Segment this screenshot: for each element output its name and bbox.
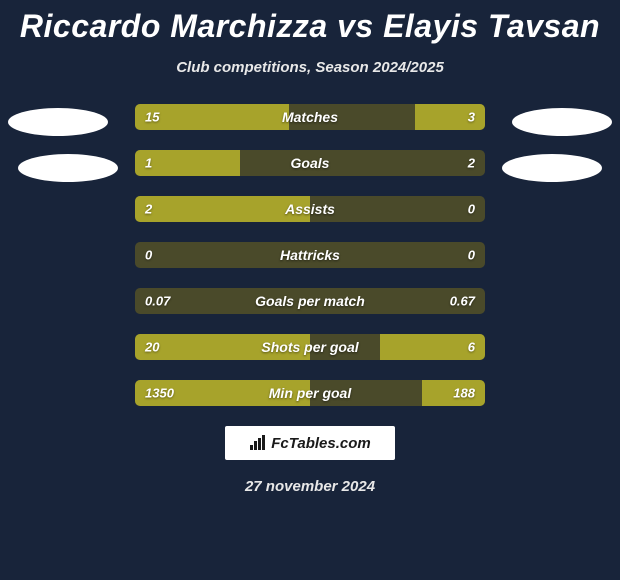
bar-left [135, 196, 310, 222]
stat-left-value: 0.07 [145, 294, 170, 309]
player-left-badge-1 [8, 108, 108, 136]
content-area: 15 Matches 3 1 Goals 2 2 Assists 0 0 Hat… [0, 104, 620, 495]
stat-label: Hattricks [280, 247, 340, 263]
stat-left-value: 1350 [145, 386, 174, 401]
stat-label: Goals per match [255, 293, 365, 309]
comparison-subtitle: Club competitions, Season 2024/2025 [0, 59, 620, 76]
chart-bars-icon [249, 435, 267, 451]
player-right-badge-2 [502, 154, 602, 182]
stat-label: Goals [291, 155, 330, 171]
player-right-badge-1 [512, 108, 612, 136]
stat-label: Min per goal [269, 385, 351, 401]
stat-left-value: 20 [145, 340, 159, 355]
stat-right-value: 0 [468, 202, 475, 217]
stat-label: Matches [282, 109, 338, 125]
stat-right-value: 2 [468, 156, 475, 171]
stat-row: 1 Goals 2 [135, 150, 485, 176]
stat-row: 0.07 Goals per match 0.67 [135, 288, 485, 314]
stat-left-value: 0 [145, 248, 152, 263]
stat-left-value: 1 [145, 156, 152, 171]
stat-left-value: 2 [145, 202, 152, 217]
player-left-badge-2 [18, 154, 118, 182]
stat-row: 2 Assists 0 [135, 196, 485, 222]
stat-right-value: 0 [468, 248, 475, 263]
source-label: FcTables.com [271, 435, 370, 452]
stat-label: Assists [285, 201, 335, 217]
stat-right-value: 6 [468, 340, 475, 355]
stat-right-value: 0.67 [450, 294, 475, 309]
stat-row: 20 Shots per goal 6 [135, 334, 485, 360]
stat-right-value: 3 [468, 110, 475, 125]
stat-row: 1350 Min per goal 188 [135, 380, 485, 406]
comparison-title: Riccardo Marchizza vs Elayis Tavsan [0, 0, 620, 45]
stat-right-value: 188 [453, 386, 475, 401]
date-label: 27 november 2024 [0, 478, 620, 495]
stat-left-value: 15 [145, 110, 159, 125]
stat-row: 15 Matches 3 [135, 104, 485, 130]
stat-row: 0 Hattricks 0 [135, 242, 485, 268]
stat-label: Shots per goal [261, 339, 358, 355]
stats-bars: 15 Matches 3 1 Goals 2 2 Assists 0 0 Hat… [135, 104, 485, 406]
source-badge: FcTables.com [225, 426, 395, 460]
